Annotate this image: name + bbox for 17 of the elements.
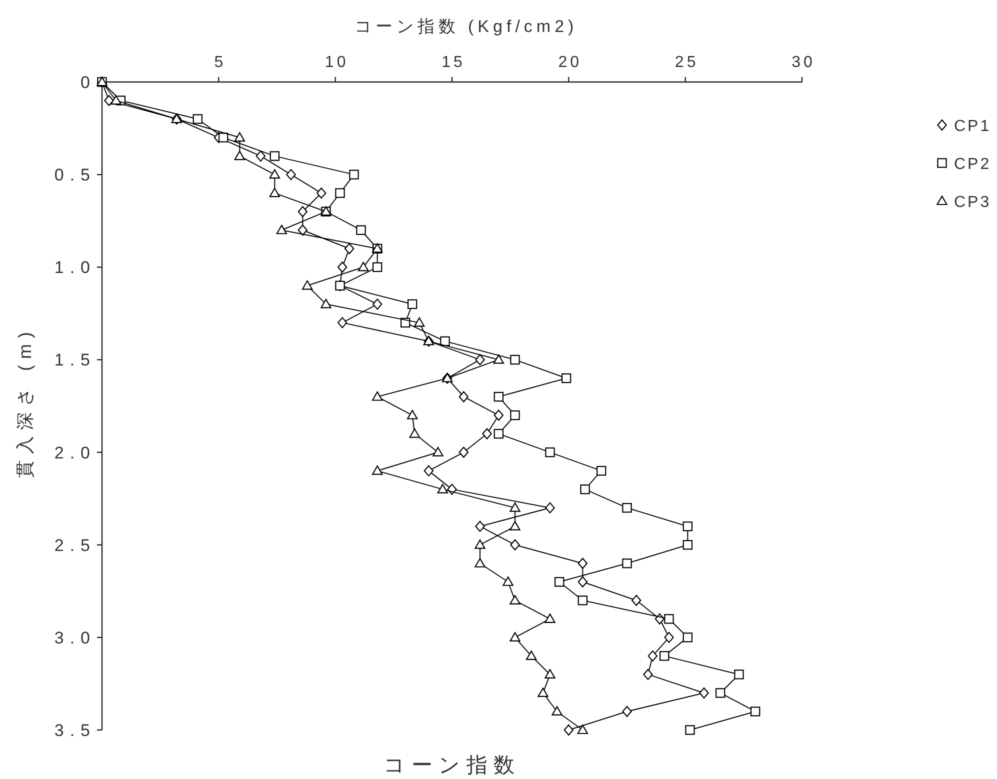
y-tick-label: 3.0 bbox=[54, 628, 96, 648]
y-tick-label: 1.0 bbox=[54, 258, 96, 278]
x-tick-label: 30 bbox=[792, 54, 816, 71]
y-tick-label: 2.5 bbox=[54, 536, 96, 555]
y-tick-label: 1.5 bbox=[54, 350, 96, 370]
x-tick-label: 10 bbox=[324, 54, 349, 71]
y-tick-label: 2.0 bbox=[54, 443, 96, 462]
x-tick-label: 20 bbox=[558, 54, 582, 71]
y-tick-label: 0 bbox=[80, 73, 96, 92]
x-tick-label: 5 bbox=[214, 54, 226, 71]
x-axis-title: コーン指数 (Kgf/cm2) bbox=[354, 17, 578, 36]
x-tick-label: 15 bbox=[442, 54, 466, 71]
y-tick-label: 0.5 bbox=[54, 166, 96, 185]
y-axis-title: 貫入深さ (m) bbox=[15, 326, 35, 478]
x-tick-label: 25 bbox=[674, 54, 699, 71]
y-tick-label: 3.5 bbox=[54, 721, 96, 740]
caption: コーン指数 bbox=[384, 754, 520, 777]
